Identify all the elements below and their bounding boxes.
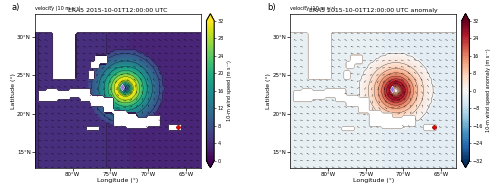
PathPatch shape bbox=[206, 161, 214, 168]
Title: ERA5 2015-10-01T12:00:00 UTC: ERA5 2015-10-01T12:00:00 UTC bbox=[68, 8, 168, 12]
PathPatch shape bbox=[462, 161, 469, 168]
Title: ERA5 2015-10-01T12:00:00 UTC anomaly: ERA5 2015-10-01T12:00:00 UTC anomaly bbox=[309, 8, 438, 12]
Text: b): b) bbox=[267, 3, 276, 12]
PathPatch shape bbox=[462, 14, 469, 21]
Text: velocity (10 m s⁻¹): velocity (10 m s⁻¹) bbox=[35, 6, 80, 11]
Y-axis label: Latitude (°): Latitude (°) bbox=[266, 73, 271, 109]
Y-axis label: Latitude (°): Latitude (°) bbox=[10, 73, 16, 109]
X-axis label: Longitude (°): Longitude (°) bbox=[352, 178, 394, 183]
Y-axis label: 10-m wind speed anomaly (m s⁻¹): 10-m wind speed anomaly (m s⁻¹) bbox=[486, 49, 491, 132]
Text: a): a) bbox=[12, 3, 20, 12]
Y-axis label: 10-m wind speed (m s⁻¹): 10-m wind speed (m s⁻¹) bbox=[226, 60, 232, 121]
X-axis label: Longitude (°): Longitude (°) bbox=[98, 178, 138, 183]
Text: velocity (10 m s⁻¹): velocity (10 m s⁻¹) bbox=[290, 6, 336, 11]
PathPatch shape bbox=[206, 14, 214, 21]
